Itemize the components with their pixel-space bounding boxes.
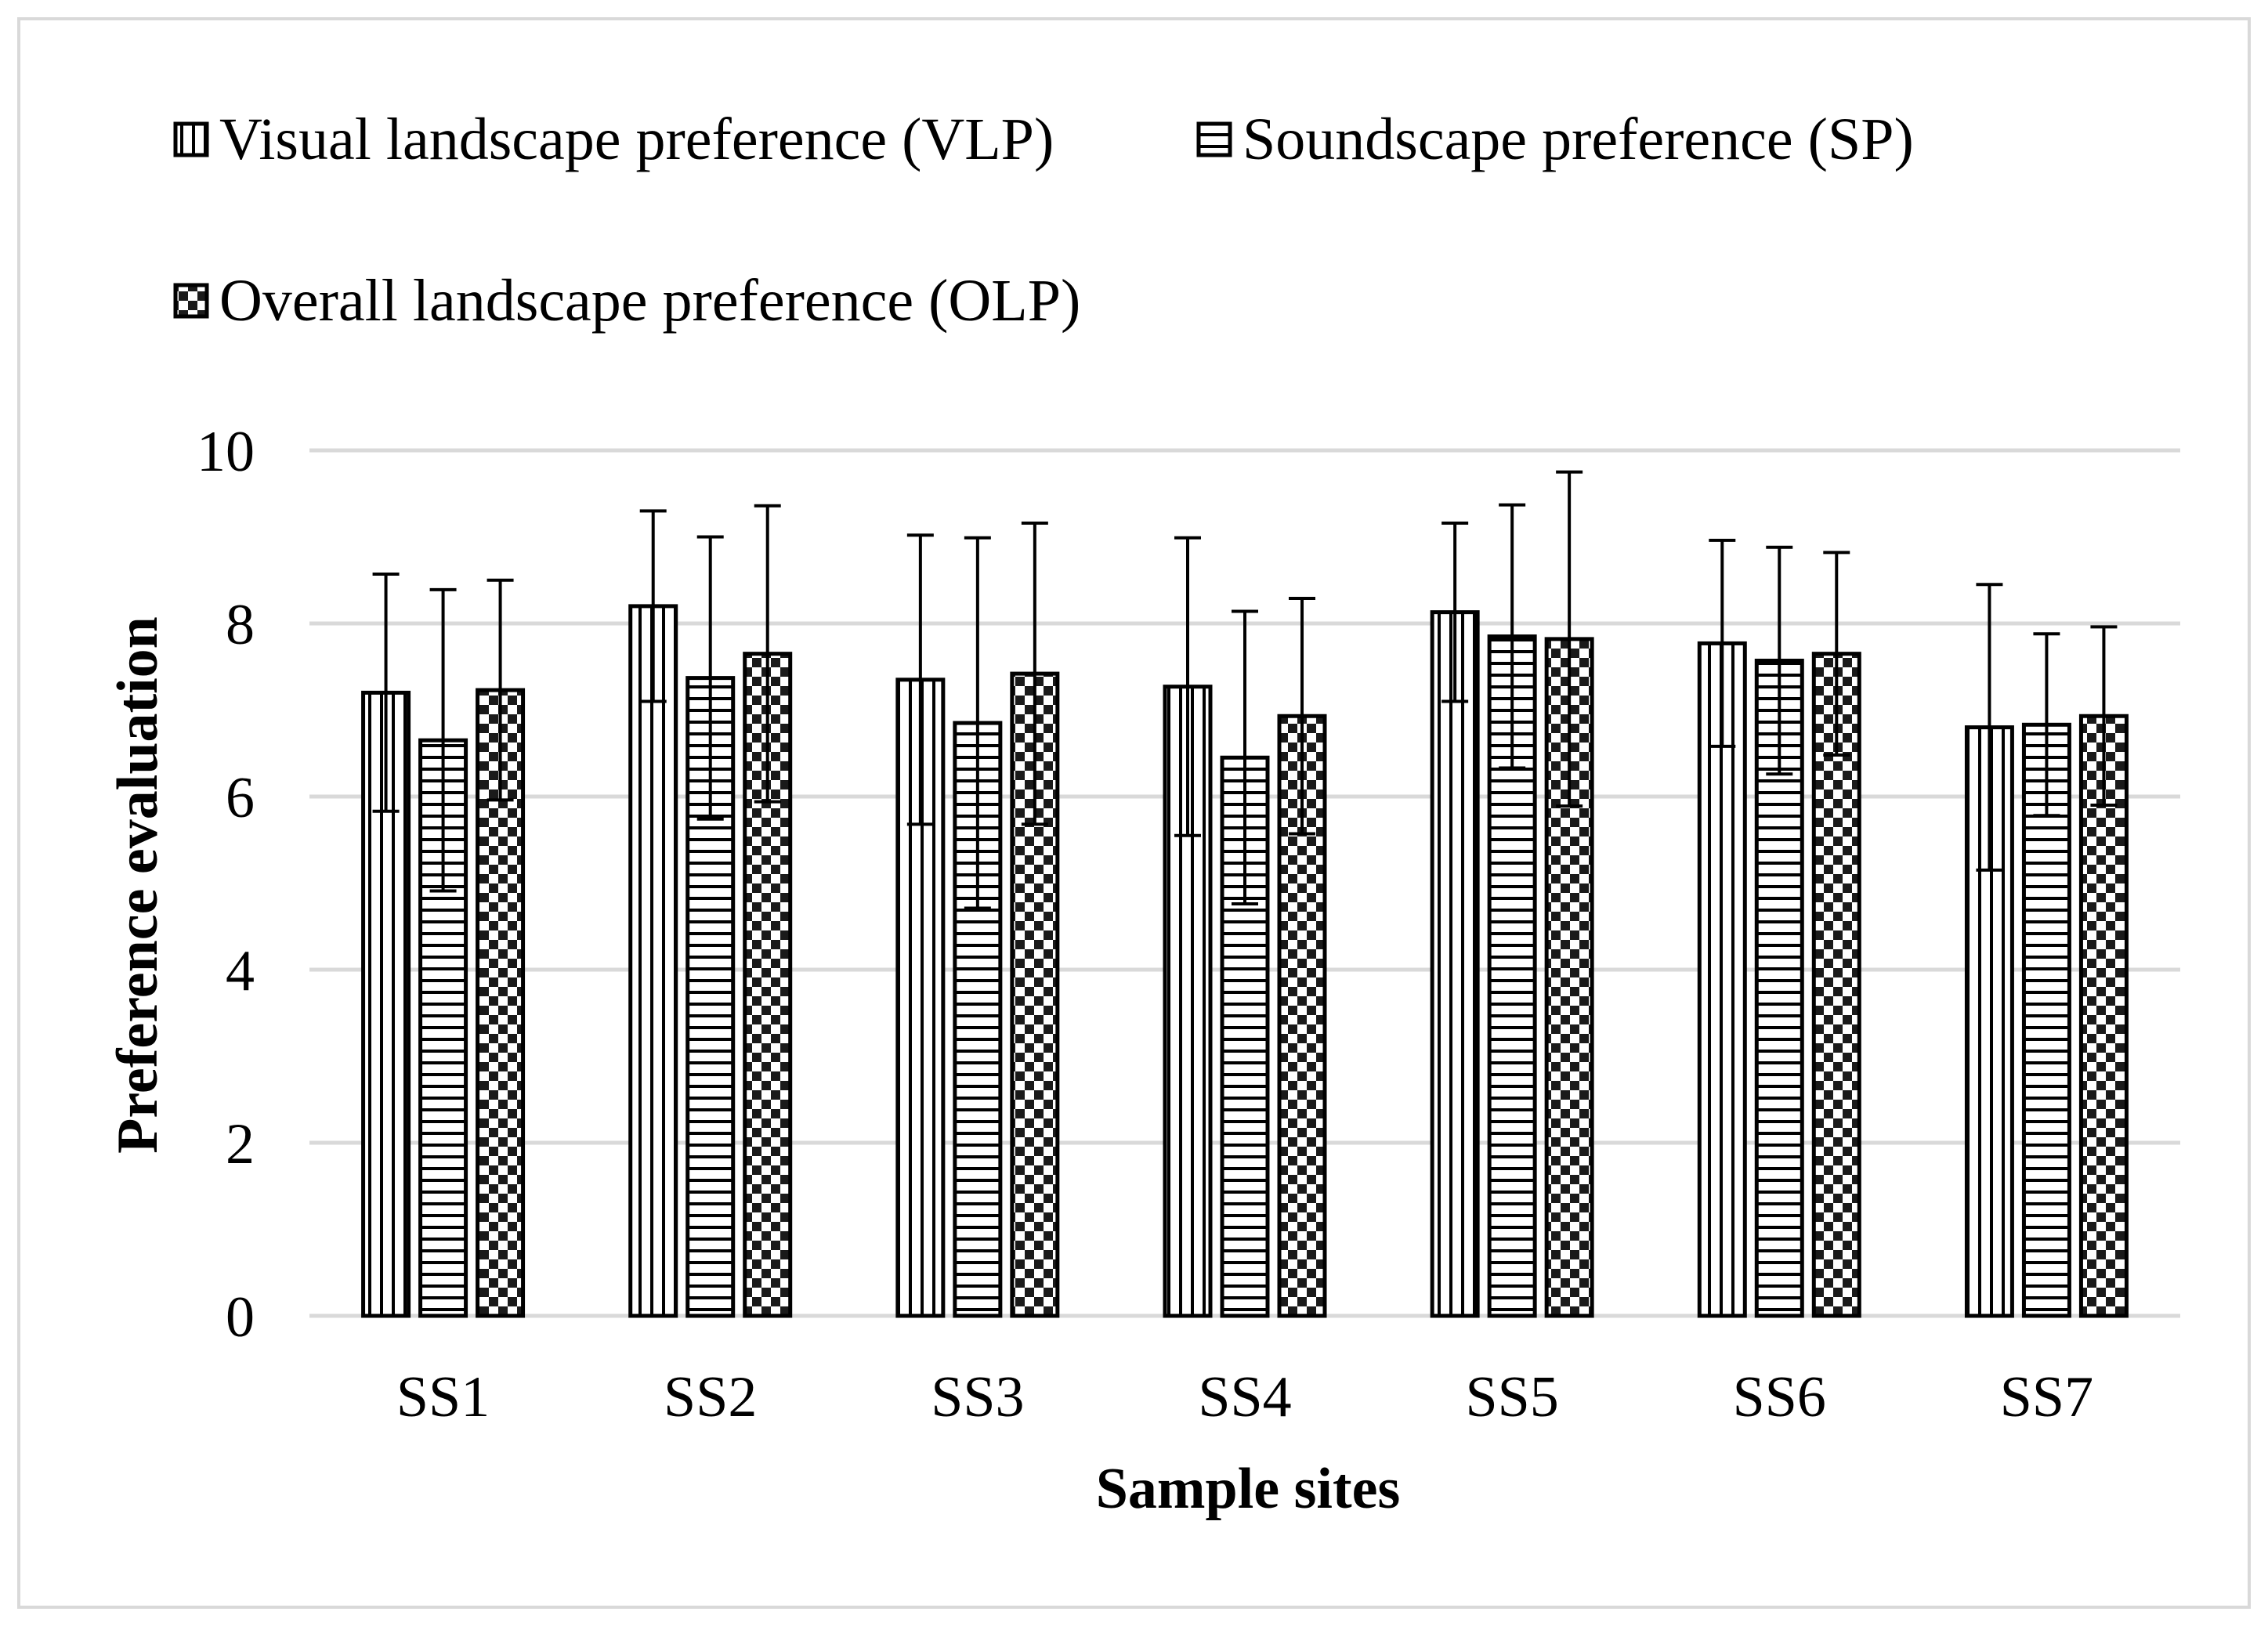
bar-ss2-series-2 xyxy=(743,652,793,1318)
bar-ss2-series-0 xyxy=(628,604,678,1318)
bar-ss7-series-2 xyxy=(2078,714,2129,1318)
y-tick-label-10: 10 xyxy=(197,420,255,484)
error-bar-ss3-series-2 xyxy=(1021,521,1048,826)
x-tick-label-ss7: SS7 xyxy=(2000,1365,2093,1429)
x-axis-title: Sample sites xyxy=(1096,1457,1401,1521)
error-bars xyxy=(372,470,2118,910)
legend-label-vlp: Visual landscape preference (VLP) xyxy=(219,107,1054,172)
error-bar-ss2-series-1 xyxy=(696,535,724,821)
error-bar-ss4-series-1 xyxy=(1232,609,1258,906)
legend: Visual landscape preference (VLP) Sounds… xyxy=(173,107,1914,334)
error-bar-ss6-series-1 xyxy=(1766,545,1793,776)
axis-ticks: 0 2 4 6 8 10 SS1 SS2 SS3 SS4 SS5 SS6 SS7 xyxy=(197,420,2093,1429)
y-tick-label-4: 4 xyxy=(226,939,255,1003)
x-tick-label-ss3: SS3 xyxy=(931,1365,1024,1429)
error-bar-ss3-series-1 xyxy=(964,536,991,910)
error-bar-ss6-series-0 xyxy=(1709,538,1736,748)
error-bar-ss2-series-2 xyxy=(754,504,781,804)
x-tick-label-ss4: SS4 xyxy=(1198,1365,1291,1429)
legend-item-vlp: Visual landscape preference (VLP) xyxy=(173,107,1054,172)
y-tick-label-2: 2 xyxy=(226,1112,255,1176)
legend-swatch-sp xyxy=(1196,121,1232,157)
error-bar-ss3-series-0 xyxy=(906,533,934,826)
bar-ss6-series-0 xyxy=(1697,641,1747,1318)
x-tick-label-ss2: SS2 xyxy=(664,1365,757,1429)
legend-item-sp: Soundscape preference (SP) xyxy=(1196,107,1914,172)
legend-label-olp: Overall landscape preference (OLP) xyxy=(219,268,1080,334)
legend-label-sp: Soundscape preference (SP) xyxy=(1243,107,1914,172)
error-bar-ss7-series-2 xyxy=(2090,625,2118,808)
x-tick-label-ss1: SS1 xyxy=(396,1365,490,1429)
error-bar-ss1-series-2 xyxy=(487,578,514,802)
error-bar-ss7-series-1 xyxy=(2033,632,2060,818)
y-tick-label-8: 8 xyxy=(226,593,255,657)
legend-item-olp: Overall landscape preference (OLP) xyxy=(173,268,1080,334)
y-tick-label-6: 6 xyxy=(226,766,255,830)
error-bar-ss6-series-2 xyxy=(1823,551,1850,757)
error-bar-ss2-series-0 xyxy=(639,509,667,703)
x-tick-label-ss5: SS5 xyxy=(1465,1365,1558,1429)
error-bar-ss1-series-1 xyxy=(429,587,457,893)
error-bar-ss5-series-0 xyxy=(1441,521,1469,703)
error-bar-ss1-series-0 xyxy=(372,573,400,813)
error-bar-ss5-series-1 xyxy=(1499,503,1526,770)
error-bar-ss4-series-0 xyxy=(1174,536,1201,837)
bar-ss3-series-0 xyxy=(895,678,946,1318)
y-axis-title: Preference evaluation xyxy=(106,616,170,1154)
bar-ss7-series-1 xyxy=(2021,722,2071,1318)
error-bar-ss5-series-2 xyxy=(1556,470,1583,808)
bar-ss5-series-0 xyxy=(1430,610,1480,1318)
error-bar-ss4-series-2 xyxy=(1289,596,1315,836)
legend-swatch-vlp xyxy=(173,121,209,157)
y-tick-label-0: 0 xyxy=(226,1285,255,1350)
legend-swatch-olp xyxy=(173,283,209,319)
error-bar-ss7-series-0 xyxy=(1976,583,2003,872)
x-tick-label-ss6: SS6 xyxy=(1733,1365,1826,1429)
